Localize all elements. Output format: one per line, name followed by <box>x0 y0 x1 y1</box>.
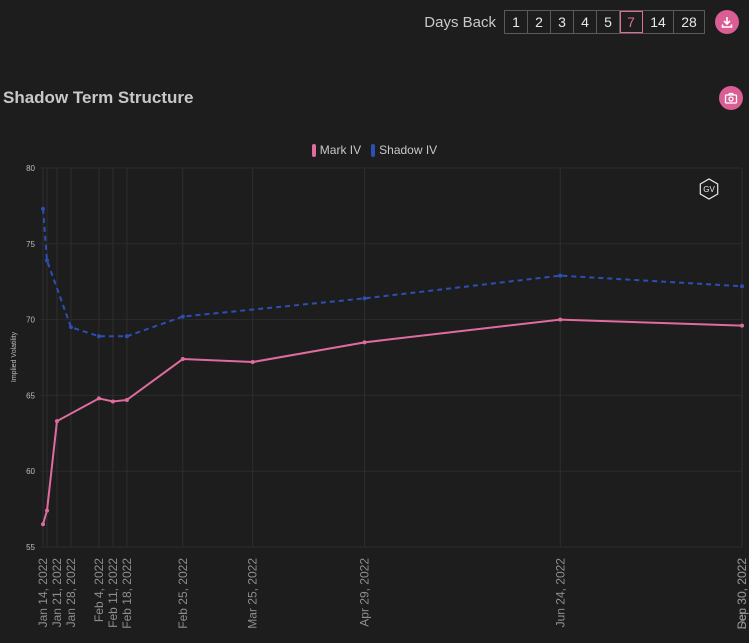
legend-label-mark-iv: Mark IV <box>319 143 362 157</box>
x-tick-label: Feb 11, 2022 <box>106 558 120 628</box>
day-button-14[interactable]: 14 <box>643 11 674 33</box>
x-tick-label: Sep 30, 2022 <box>735 558 749 630</box>
logo-text: GV <box>703 185 715 194</box>
download-button[interactable] <box>715 10 739 34</box>
data-point-shadow-iv <box>96 334 101 339</box>
data-point-shadow-iv <box>740 284 744 289</box>
download-icon <box>721 17 733 28</box>
x-tick-label: Dec 30, 2022 <box>735 558 749 630</box>
data-point-shadow-iv <box>44 258 49 263</box>
data-point-mark-iv <box>558 317 563 322</box>
y-tick-label: 75 <box>26 240 35 249</box>
x-tick-label: Feb 25, 2022 <box>176 558 190 629</box>
data-point-mark-iv <box>250 360 255 365</box>
y-axis-label: Implied Volatility <box>11 331 18 382</box>
chart-legend: Mark IV Shadow IV <box>0 143 749 157</box>
x-tick-label: Jan 14, 2022 <box>36 558 50 628</box>
data-point-shadow-iv <box>41 206 45 211</box>
data-point-mark-iv <box>110 399 115 404</box>
day-button-3[interactable]: 3 <box>551 11 574 33</box>
shadow-iv-swatch <box>371 143 376 157</box>
day-button-2[interactable]: 2 <box>528 11 551 33</box>
screenshot-button[interactable] <box>719 86 743 110</box>
x-tick-label: Mar 25, 2022 <box>246 558 260 629</box>
data-point-mark-iv <box>362 340 367 345</box>
y-tick-label: 65 <box>26 391 35 400</box>
data-point-mark-iv <box>44 508 49 513</box>
y-tick-label: 70 <box>26 316 35 325</box>
day-button-7[interactable]: 7 <box>620 11 643 33</box>
legend-label-shadow-iv: Shadow IV <box>379 143 438 157</box>
days-back-control: Days Back 1 2 3 4 5 7 14 28 <box>424 9 739 35</box>
logo-icon <box>699 178 719 200</box>
x-tick-label: Feb 4, 2022 <box>92 558 106 622</box>
data-point-shadow-iv <box>362 296 367 301</box>
x-tick-label: Jan 21, 2022 <box>50 558 64 628</box>
x-tick-label: Jan 28, 2022 <box>64 558 78 628</box>
data-point-shadow-iv <box>68 325 73 330</box>
y-tick-label: 60 <box>26 467 35 476</box>
page-title: Shadow Term Structure <box>3 88 194 107</box>
data-point-mark-iv <box>180 357 185 362</box>
day-button-4[interactable]: 4 <box>574 11 597 33</box>
day-button-28[interactable]: 28 <box>681 14 697 30</box>
legend-item-shadow-iv[interactable]: Shadow IV <box>371 143 437 157</box>
data-point-shadow-iv <box>124 334 129 339</box>
x-tick-label: Apr 29, 2022 <box>358 558 372 627</box>
mark-iv-swatch <box>311 143 316 157</box>
days-back-buttons: 1 2 3 4 5 7 14 28 <box>504 10 705 34</box>
day-button-5[interactable]: 5 <box>597 11 620 33</box>
data-point-mark-iv <box>41 522 45 527</box>
series-line-shadow-iv <box>42 208 743 338</box>
data-point-mark-iv <box>96 396 101 401</box>
data-point-shadow-iv <box>180 314 185 319</box>
days-back-label: Days Back <box>424 13 496 31</box>
camera-icon <box>724 92 738 104</box>
data-point-mark-iv <box>124 397 129 402</box>
day-button-1[interactable]: 1 <box>505 11 528 33</box>
data-point-shadow-iv <box>558 273 563 278</box>
data-point-mark-iv <box>54 419 59 424</box>
x-tick-label: Jun 24, 2022 <box>553 558 567 628</box>
x-tick-label: Feb 18, 2022 <box>120 558 134 629</box>
y-tick-label: 80 <box>26 164 35 173</box>
y-tick-label: 55 <box>26 543 35 552</box>
data-point-mark-iv <box>740 323 744 328</box>
series-line-mark-iv <box>42 318 743 525</box>
legend-item-mark-iv[interactable]: Mark IV <box>311 143 362 157</box>
term-structure-chart: 55 60 65 70 75 80 Jan 14, 2022 Jan 21, 2022 Jan … <box>11 164 749 630</box>
